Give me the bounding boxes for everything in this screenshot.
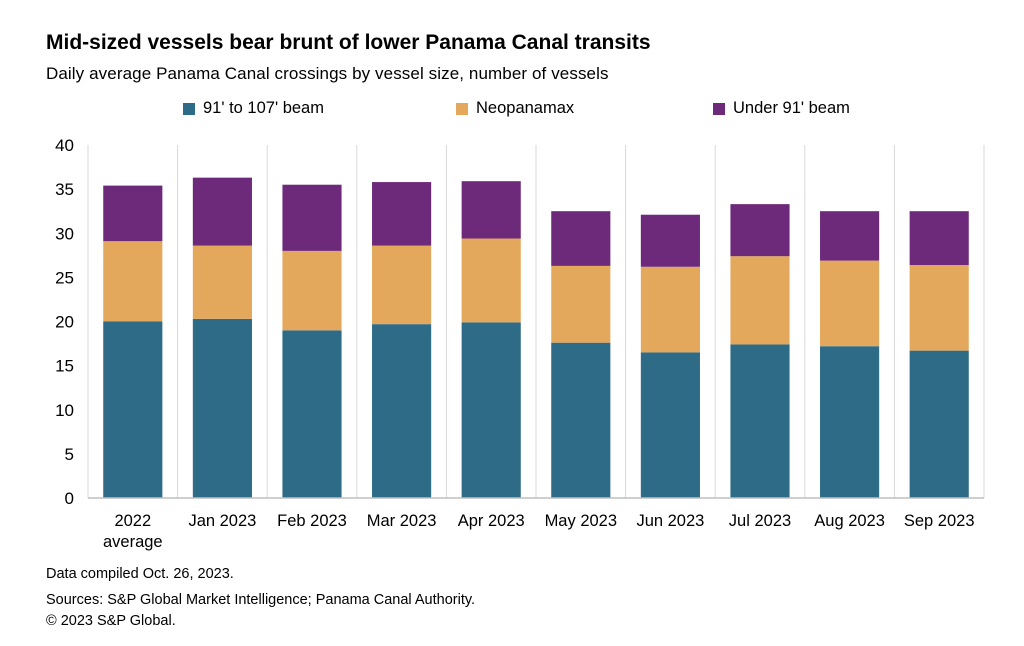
y-tick-label: 15 (55, 357, 74, 376)
y-tick-label: 25 (55, 268, 74, 287)
x-tick-label: Jun 2023 (636, 512, 704, 530)
bar-segment-series-1 (103, 321, 163, 498)
legend-swatch-series-1 (183, 102, 195, 115)
legend-label-series-1: 91' to 107' beam (203, 99, 324, 117)
footer-copyright: © 2023 S&P Global. (46, 613, 176, 629)
bar-segment-series-1 (282, 330, 342, 498)
footer-sources: Sources: S&P Global Market Intelligence;… (46, 592, 476, 608)
x-tick-label: May 2023 (545, 512, 617, 530)
bar-segment-series-1 (909, 350, 969, 498)
bar-segment-series-3 (730, 204, 790, 257)
bar-segment-series-3 (551, 211, 611, 266)
legend-label-series-3: Under 91' beam (733, 99, 850, 117)
bar-segment-series-1 (551, 342, 611, 498)
x-tick-label: Sep 2023 (904, 512, 975, 530)
bar-segment-series-2 (103, 241, 163, 322)
x-tick-label: 2022 (114, 512, 151, 530)
bar-segment-series-1 (192, 318, 252, 498)
bar-segment-series-3 (103, 185, 163, 242)
x-tick-label: Jul 2023 (729, 512, 791, 530)
bar-segment-series-2 (640, 266, 700, 353)
bar-segment-series-3 (282, 184, 342, 251)
bar-segment-series-3 (372, 182, 432, 246)
bar-segment-series-3 (640, 214, 700, 267)
x-tick-label: Jan 2023 (188, 512, 256, 530)
bar-segment-series-2 (372, 245, 432, 325)
legend-label-series-2: Neopanamax (476, 99, 575, 117)
bar-segment-series-3 (820, 211, 880, 261)
y-tick-label: 10 (55, 401, 74, 420)
y-tick-label: 0 (65, 489, 74, 508)
x-tick-label: Apr 2023 (458, 512, 525, 530)
chart-subtitle: Daily average Panama Canal crossings by … (46, 64, 609, 83)
bar-segment-series-1 (640, 352, 700, 498)
bar-segment-series-2 (820, 260, 880, 347)
bar-segment-series-3 (461, 181, 521, 239)
y-tick-label: 30 (55, 224, 74, 243)
legend-swatch-series-2 (456, 102, 468, 115)
bar-segment-series-2 (461, 238, 521, 323)
footer-data-compiled: Data compiled Oct. 26, 2023. (46, 566, 234, 582)
bar-segment-series-1 (372, 324, 432, 498)
y-tick-label: 5 (65, 445, 74, 464)
bar-segment-series-2 (730, 256, 790, 345)
y-tick-label: 20 (55, 313, 74, 332)
x-tick-label: Mar 2023 (367, 512, 437, 530)
bar-segment-series-2 (551, 265, 611, 343)
bar-segment-series-1 (820, 346, 880, 498)
chart-title: Mid-sized vessels bear brunt of lower Pa… (46, 31, 651, 54)
x-tick-label: Feb 2023 (277, 512, 347, 530)
x-tick-label: Aug 2023 (814, 512, 885, 530)
x-tick-label: average (103, 533, 163, 551)
bar-segment-series-2 (192, 245, 252, 319)
bar-segment-series-1 (730, 344, 790, 498)
bar-segment-series-1 (461, 322, 521, 498)
y-tick-label: 40 (55, 136, 74, 155)
legend-item-series-2: Neopanamax (456, 99, 574, 118)
legend-item-series-3: Under 91' beam (713, 99, 850, 118)
bar-segment-series-2 (282, 250, 342, 331)
bar-segment-series-3 (192, 177, 252, 246)
bar-segment-series-3 (909, 211, 969, 266)
y-tick-label: 35 (55, 180, 74, 199)
legend-item-series-1: 91' to 107' beam (183, 99, 324, 118)
legend: 91' to 107' beam Neopanamax Under 91' be… (0, 99, 1024, 123)
legend-swatch-series-3 (713, 102, 725, 115)
bar-segment-series-2 (909, 265, 969, 351)
